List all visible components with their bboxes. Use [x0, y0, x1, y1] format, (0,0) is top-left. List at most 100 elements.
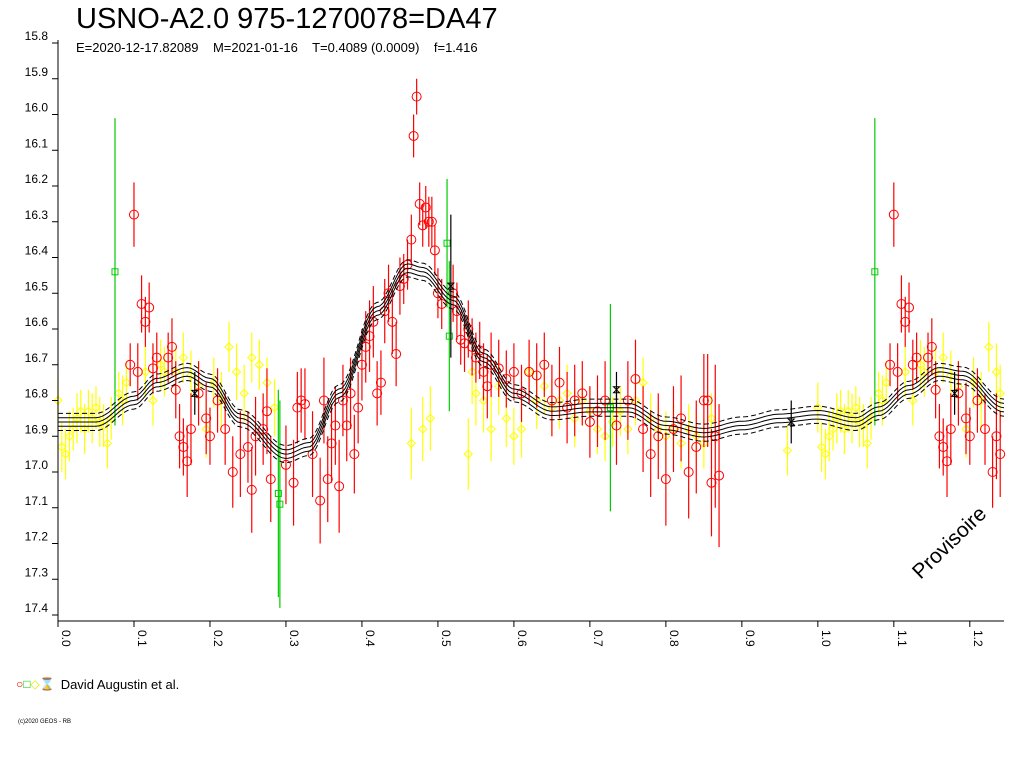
red-circle-point — [406, 234, 417, 245]
red-circle-point — [182, 456, 193, 467]
legend: ○ □ ◇ ⌛ David Augustin et al. — [16, 675, 179, 693]
y-axis-ticks: 15.8 15.9 16.0 16.1 16.2 16.3 16.4 16.5 16.6 16.7… — [25, 29, 58, 616]
x-tick-label: 0.1 — [135, 630, 149, 647]
red-circle-point — [299, 399, 310, 410]
red-circle-point — [326, 438, 337, 449]
yellow-diamond-point — [851, 402, 861, 413]
red-circle-point — [630, 374, 641, 385]
red-circle-point — [930, 384, 941, 395]
chart-title: USNO-A2.0 975-1270078=DA47 — [76, 3, 498, 35]
legend-symbol-hourglass: ⌛ — [39, 677, 55, 691]
red-circle-point — [147, 363, 158, 374]
red-circle-point — [345, 388, 356, 399]
yellow-diamond-point — [824, 431, 834, 441]
red-circle-point — [683, 467, 694, 477]
yellow-diamond-point — [615, 406, 625, 416]
red-circle-point — [508, 366, 519, 377]
red-circle-point — [423, 216, 434, 227]
red-circle-point — [417, 220, 428, 231]
y-tick-label: 16.1 — [25, 136, 49, 150]
red-circle-point — [296, 395, 307, 406]
yellow-diamond-point — [178, 352, 189, 363]
red-circle-point — [174, 431, 185, 442]
x-tick-label: 0.7 — [591, 630, 605, 647]
yellow-diamond-point — [782, 445, 793, 456]
yellow-diamond-point — [79, 424, 90, 434]
red-circle-point — [934, 431, 945, 442]
y-tick-label: 16.6 — [25, 315, 49, 329]
red-circle-point — [426, 216, 437, 227]
green-square-point — [445, 332, 453, 340]
yellow-diamond-point — [91, 402, 101, 413]
x-tick-label: 0.0 — [59, 630, 73, 647]
yellow-diamond-point — [247, 352, 257, 363]
red-circle-point — [991, 431, 1002, 442]
yellow-diamond-point — [114, 388, 124, 399]
y-tick-label: 16.0 — [25, 101, 49, 115]
red-circle-point — [334, 481, 345, 492]
yellow-diamond-point — [900, 367, 910, 377]
yellow-diamond-point — [706, 413, 717, 424]
red-circle-point — [379, 306, 390, 317]
yellow-diamond-point — [877, 395, 888, 406]
black-hourglass-point — [190, 389, 199, 397]
red-circle-point — [246, 484, 257, 495]
red-circle-point — [653, 431, 664, 442]
yellow-diamond-point — [463, 449, 474, 459]
y-tick-label: 17.2 — [25, 530, 49, 544]
x-tick-label: 0.3 — [287, 630, 301, 647]
yellow-diamond-point — [908, 395, 918, 406]
red-circle-point — [125, 359, 136, 370]
yellow-diamond-point — [254, 360, 265, 370]
red-circle-point — [698, 395, 709, 406]
yellow-diamond-point — [148, 395, 158, 406]
red-circle-point — [242, 441, 253, 452]
yellow-diamond-point — [478, 395, 489, 406]
yellow-diamond-point — [858, 420, 869, 431]
yellow-diamond-point — [121, 377, 132, 388]
red-circle-point — [163, 352, 174, 363]
red-circle-point — [455, 334, 466, 345]
yellow-diamond-point — [425, 413, 436, 424]
red-circle-point — [414, 198, 425, 209]
yellow-diamond-point — [699, 438, 709, 449]
y-tick-label: 16.3 — [25, 208, 49, 222]
legend-symbol-circle: ○ — [16, 677, 24, 691]
yellow-diamond-point — [76, 406, 86, 416]
red-circle-point — [436, 298, 447, 309]
red-circle-point — [280, 459, 291, 470]
yellow-diamond-point — [976, 395, 986, 406]
red-circle-point — [478, 366, 489, 377]
yellow-diamond-point — [64, 431, 75, 441]
red-circle-point — [170, 384, 181, 395]
x-tick-label: 0.5 — [439, 630, 453, 647]
yellow-diamond-point — [98, 420, 109, 431]
y-tick-label: 16.7 — [25, 351, 49, 365]
model-curve-outer-lower — [58, 276, 1005, 464]
red-circle-point — [995, 449, 1006, 460]
legend-author: David Augustin et al. — [60, 676, 180, 692]
red-circle-point — [964, 431, 975, 442]
y-tick-label: 16.5 — [25, 279, 49, 293]
yellow-diamond-point — [600, 431, 610, 441]
red-circle-point — [702, 395, 713, 406]
red-circle-point — [307, 449, 318, 460]
red-circle-point — [315, 495, 326, 506]
red-circle-point — [178, 441, 189, 452]
red-circle-point — [140, 316, 151, 327]
yellow-diamond-point — [501, 413, 512, 424]
red-circle-point — [539, 359, 550, 370]
y-tick-label: 17.1 — [25, 494, 49, 508]
model-curve-upper — [58, 263, 1005, 451]
red-circle-point — [885, 359, 896, 370]
red-circle-point — [600, 395, 611, 406]
yellow-diamond-point — [843, 406, 853, 416]
red-circle-point — [904, 302, 915, 313]
red-circle-point — [938, 441, 949, 452]
x-axis-ticks: 0.0 0.1 0.2 0.3 0.4 0.5 0.6 0.7 0.8 0.9 1.0 1.1 1.2 — [57, 621, 985, 647]
yellow-diamond-point — [516, 424, 527, 434]
red-circle-point — [185, 424, 196, 435]
yellow-diamond-point — [486, 424, 496, 434]
yellow-diamond-point — [57, 442, 67, 452]
